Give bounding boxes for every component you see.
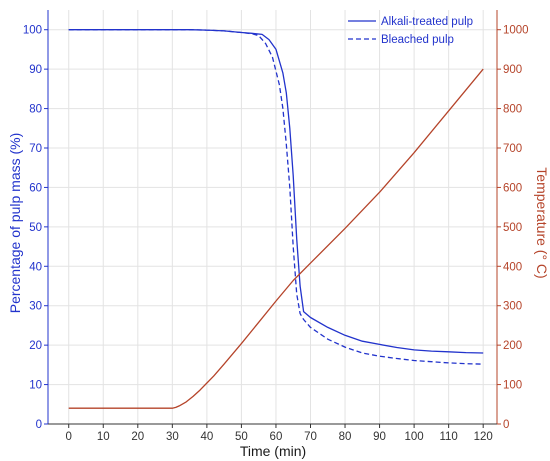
right-y-tick-label: 700 [503,143,522,155]
x-tick-label: 100 [405,431,424,443]
left-y-tick-label: 100 [23,25,42,37]
x-tick-label: 40 [200,431,213,443]
legend-label: Bleached pulp [381,34,454,46]
x-tick-label: 10 [97,431,110,443]
x-tick-label: 80 [339,431,352,443]
right-y-tick-label: 600 [503,182,522,194]
series-lines [68,29,484,409]
x-tick-label: 30 [166,431,179,443]
left-y-tick-label: 60 [29,182,42,194]
right-y-tick-label: 500 [503,222,522,234]
x-axis-label: Time (min) [240,443,306,459]
left-y-tick-label: 90 [29,64,42,76]
left-y-tick-label: 10 [29,380,42,392]
x-tick-label: 90 [373,431,386,443]
right-y-tick-label: 100 [503,380,522,392]
right-y-tick-label: 900 [503,64,522,76]
x-tick-label: 0 [66,431,72,443]
left-y-axis-label: Percentage of pulp mass (%) [7,133,23,314]
x-tick-label: 20 [131,431,144,443]
right-y-tick-label: 200 [503,340,522,352]
legend: Alkali-treated pulp Bleached pulp [348,16,473,46]
temperature-line [68,68,484,409]
right-y-tick-label: 400 [503,261,522,273]
right-y-tick-label: 1000 [503,25,529,37]
axes: 0 10 20 30 40 50 60 70 80 90 100 110 120 0 10 20 30 40 50 6… [23,10,529,443]
left-y-tick-label: 40 [29,261,42,273]
left-y-tick-label: 70 [29,143,42,155]
x-tick-label: 50 [235,431,248,443]
x-tick-label: 70 [304,431,317,443]
left-y-tick-label: 50 [29,222,42,234]
legend-label: Alkali-treated pulp [381,16,473,28]
bleached-pulp-line [68,29,484,365]
left-y-tick-label: 20 [29,340,42,352]
right-y-tick-label: 800 [503,104,522,116]
right-y-tick-label: 300 [503,301,522,313]
x-tick-label: 110 [439,431,457,443]
left-y-tick-label: 80 [29,104,42,116]
left-y-tick-label: 0 [36,419,42,431]
right-y-axis-label: Temperature (° C) [534,167,550,278]
right-y-tick-label: 0 [503,419,509,431]
left-y-tick-label: 30 [29,301,42,313]
x-tick-label: 120 [474,431,493,443]
x-tick-label: 60 [270,431,283,443]
alkali-treated-pulp-line [68,29,484,354]
